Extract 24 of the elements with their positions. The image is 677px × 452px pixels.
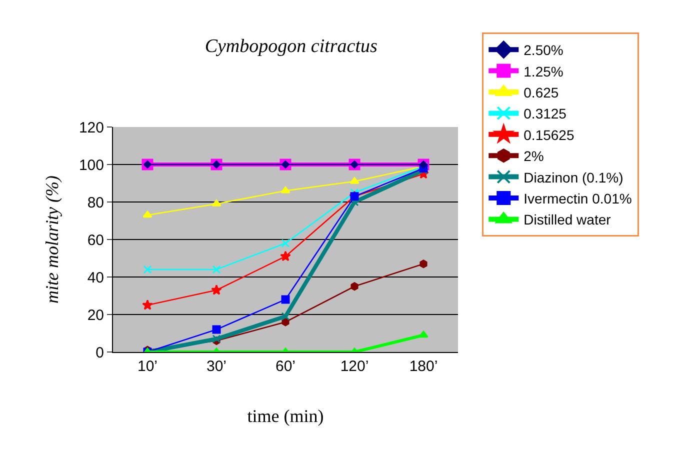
legend-label: 0.15625 <box>524 126 574 143</box>
legend-label: Diazinon (0.1%) <box>524 169 624 186</box>
chart-title: Cymbopogon citractus <box>204 36 378 57</box>
x-tick-label: 30’ <box>206 358 227 375</box>
legend-label: Ivermectin 0.01% <box>524 190 632 206</box>
x-tick-label: 10’ <box>137 358 158 375</box>
y-tick-label: 60 <box>87 232 104 249</box>
x-axis-title: time (min) <box>247 406 324 426</box>
y-tick-label: 20 <box>87 306 104 324</box>
legend-label: 0.3125 <box>524 106 567 122</box>
y-tick-label: 40 <box>87 269 104 286</box>
legend-label: 0.625 <box>524 84 559 100</box>
x-tick-label: 180’ <box>409 358 438 375</box>
y-tick-label: 0 <box>96 344 104 362</box>
legend-label: 2.50% <box>524 42 564 58</box>
y-tick-label: 100 <box>78 156 104 174</box>
legend-label: 2% <box>524 148 544 164</box>
y-axis-title: mite molarity (%) <box>42 176 62 304</box>
y-tick-label: 120 <box>78 119 104 136</box>
legend-label: Distilled water <box>524 212 612 228</box>
x-tick-label: 120’ <box>340 358 369 375</box>
x-tick-label: 60’ <box>275 358 296 375</box>
legend-label: 1.25% <box>524 63 564 80</box>
y-tick-label: 80 <box>87 194 104 212</box>
